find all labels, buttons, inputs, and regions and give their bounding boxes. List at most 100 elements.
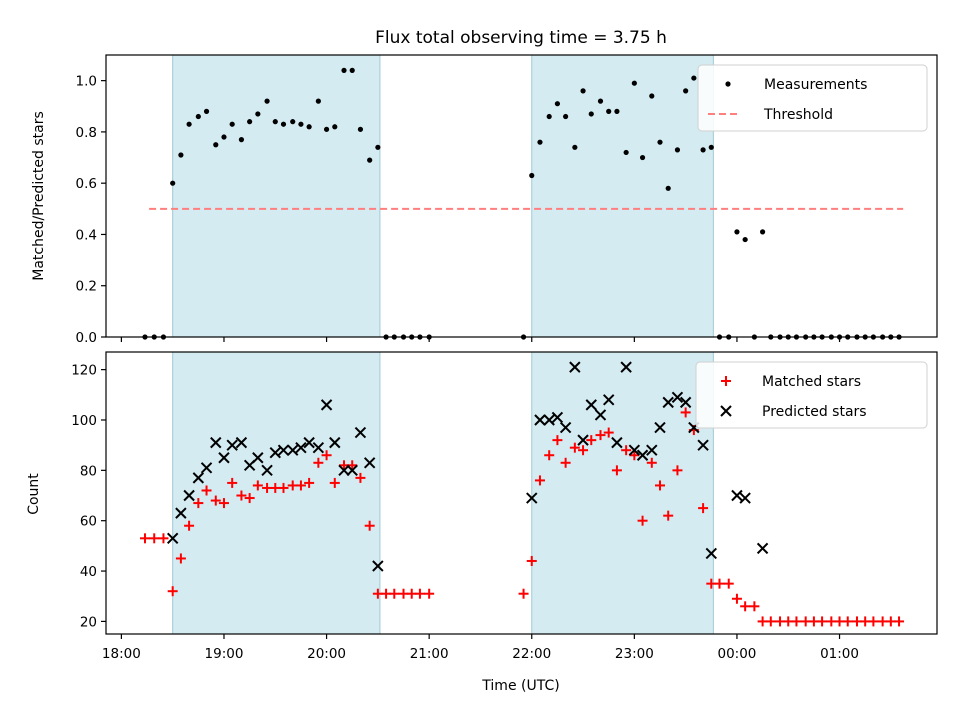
predicted-star-point	[585, 399, 597, 411]
matched-star-point	[295, 480, 306, 491]
predicted-star-point	[705, 547, 718, 560]
predicted-star-point	[620, 361, 632, 373]
matched-star-point	[663, 510, 674, 521]
predicted-star-point	[679, 396, 692, 409]
top-panel-axes: 0.0 0.2 0.4 0.6 0.8 1.0	[76, 54, 938, 346]
top-y-axis-label: Matched/Predicted stars	[31, 111, 47, 281]
matched-star-point	[765, 616, 776, 627]
y-tick-label: 0.2	[76, 279, 97, 295]
measurement-point	[367, 157, 373, 163]
predicted-star-point	[543, 414, 555, 426]
matched-star-point	[193, 498, 204, 509]
measurement-point	[315, 98, 321, 104]
measurement-point	[332, 124, 338, 130]
predicted-star-point	[559, 421, 572, 434]
measurement-point	[665, 185, 671, 191]
matched-star-point	[313, 457, 324, 468]
measurement-point	[537, 139, 543, 145]
predicted-star-point	[183, 489, 195, 502]
predicted-star-point	[269, 447, 281, 459]
measurement-point	[229, 121, 235, 127]
measurement-point	[631, 80, 637, 86]
shaded-interval-2	[531, 54, 714, 338]
matched-star-point	[158, 533, 169, 544]
predicted-star-point	[277, 444, 290, 456]
measurement-point	[349, 67, 355, 73]
x-tick-label: 00:00	[717, 646, 756, 662]
predicted-star-point	[646, 444, 658, 456]
legend-entry: Measurements	[725, 77, 867, 93]
bottom-legend: Matched stars Predicted stars	[695, 361, 928, 429]
x-tick-label: 23:00	[615, 646, 654, 662]
measurement-point	[238, 137, 245, 143]
measurement-point	[708, 144, 714, 150]
matched-star-point	[244, 493, 255, 504]
chart-title: Flux total observing time = 3.75 h	[375, 28, 667, 48]
measurement-point	[606, 108, 612, 114]
measurement-point	[341, 67, 347, 73]
matched-star-point	[595, 430, 606, 441]
predicted-star-point	[218, 452, 230, 464]
matched-star-point	[227, 477, 238, 488]
matched-star-point	[723, 578, 734, 589]
predicted-star-point	[628, 444, 641, 456]
measurement-point	[623, 149, 629, 156]
predicted-star-point	[636, 449, 649, 461]
measurement-point	[614, 108, 620, 114]
matched-star-point	[560, 457, 571, 468]
legend-label: Measurements	[764, 77, 867, 93]
measurement-point	[290, 119, 296, 125]
measurement-point	[357, 126, 364, 132]
matched-star-point	[210, 495, 221, 506]
y-tick-label: 60	[80, 514, 97, 530]
legend-marker-predicted	[720, 405, 732, 417]
x-axis-label: Time (UTC)	[481, 678, 559, 694]
matched-star-point	[740, 601, 751, 612]
predicted-star-point	[662, 396, 674, 409]
measurement-point	[195, 113, 201, 120]
x-tick-label: 20:00	[307, 646, 346, 662]
matched-star-point	[680, 407, 691, 418]
matched-star-point	[355, 472, 366, 483]
matched-star-point	[578, 445, 589, 456]
matched-star-point	[842, 616, 853, 627]
predicted-star-point	[210, 436, 222, 449]
measurement-point	[683, 88, 689, 94]
matched-star-point	[868, 616, 879, 627]
matched-star-point	[534, 475, 545, 486]
measurement-point	[213, 142, 219, 148]
predicted-star-point	[200, 462, 213, 474]
predicted-star-point	[295, 441, 307, 454]
matched-star-point	[731, 593, 742, 604]
matched-star-point	[646, 457, 657, 468]
measurement-point	[554, 101, 561, 107]
y-tick-label: 0.0	[76, 330, 97, 346]
matched-star-point	[321, 450, 332, 461]
legend-entry: Predicted stars	[720, 404, 867, 420]
measurement-point	[759, 229, 766, 235]
legend-box	[695, 361, 928, 429]
bottom-y-axis-label: Count	[26, 473, 42, 515]
measurement-point	[529, 172, 535, 179]
predicted-star-point	[235, 436, 248, 449]
matched-star-point	[278, 482, 289, 493]
predicted-star-point	[551, 411, 564, 424]
measurement-point	[597, 98, 604, 104]
matched-star-point	[414, 588, 425, 599]
bottom-panel-shaded-intervals	[172, 351, 714, 635]
matched-star-point	[603, 427, 614, 438]
measurement-point	[691, 75, 697, 81]
matched-star-point	[364, 520, 375, 531]
measurement-point	[298, 121, 304, 127]
measurement-point	[639, 154, 646, 161]
matched-star-point	[611, 465, 622, 476]
legend-label: Predicted stars	[762, 404, 867, 420]
measurement-point	[742, 236, 748, 243]
predicted-star-point	[731, 489, 743, 502]
measurement-point	[178, 152, 184, 158]
matched-star-point	[655, 480, 665, 491]
predicted-star-point	[287, 444, 299, 456]
top-legend: Measurements Threshold	[697, 64, 928, 132]
predicted-star-point	[226, 439, 238, 451]
